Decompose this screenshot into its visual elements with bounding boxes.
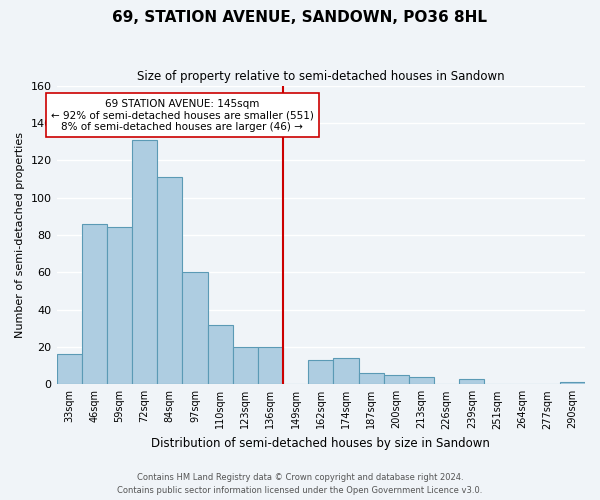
Bar xyxy=(157,177,182,384)
Y-axis label: Number of semi-detached properties: Number of semi-detached properties xyxy=(15,132,25,338)
Text: Contains HM Land Registry data © Crown copyright and database right 2024.
Contai: Contains HM Land Registry data © Crown c… xyxy=(118,474,482,495)
Title: Size of property relative to semi-detached houses in Sandown: Size of property relative to semi-detach… xyxy=(137,70,505,83)
Bar xyxy=(258,347,283,385)
X-axis label: Distribution of semi-detached houses by size in Sandown: Distribution of semi-detached houses by … xyxy=(151,437,490,450)
Bar xyxy=(383,375,409,384)
Bar xyxy=(182,272,208,384)
Bar xyxy=(233,347,258,385)
Bar xyxy=(82,224,107,384)
Text: 69 STATION AVENUE: 145sqm
← 92% of semi-detached houses are smaller (551)
8% of : 69 STATION AVENUE: 145sqm ← 92% of semi-… xyxy=(51,98,314,132)
Bar xyxy=(132,140,157,384)
Text: 69, STATION AVENUE, SANDOWN, PO36 8HL: 69, STATION AVENUE, SANDOWN, PO36 8HL xyxy=(113,10,487,25)
Bar xyxy=(107,228,132,384)
Bar xyxy=(208,324,233,384)
Bar xyxy=(308,360,334,384)
Bar xyxy=(334,358,359,384)
Bar xyxy=(560,382,585,384)
Bar xyxy=(359,373,383,384)
Bar xyxy=(409,377,434,384)
Bar xyxy=(459,378,484,384)
Bar xyxy=(56,354,82,384)
